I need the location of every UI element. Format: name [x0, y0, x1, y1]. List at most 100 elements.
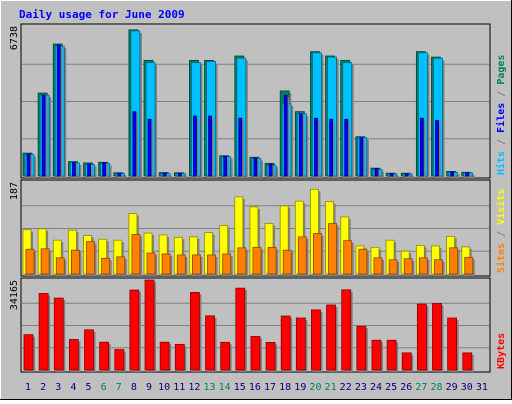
bar-kbytes — [250, 336, 262, 372]
bar-files — [26, 153, 32, 178]
bar-kbytes — [53, 297, 66, 372]
bar-kbytes — [356, 325, 368, 372]
bar-kbytes — [447, 317, 459, 372]
bar-files — [147, 118, 154, 178]
bar-sites — [282, 249, 294, 276]
bar-kbytes — [220, 341, 232, 372]
bar-files — [283, 94, 290, 178]
bar-kbytes — [371, 339, 383, 372]
x-tick-label: 11 — [173, 382, 185, 393]
bar-kbytes — [144, 279, 157, 372]
bar-kbytes — [23, 334, 35, 372]
bar-sites — [418, 257, 430, 276]
bar-files — [359, 137, 365, 178]
bar-sites — [192, 254, 203, 276]
bar-sites — [161, 253, 173, 276]
bar-sites — [237, 247, 248, 276]
bar-sites — [131, 234, 142, 276]
bar-files — [102, 162, 108, 178]
bar-kbytes — [84, 329, 96, 372]
bar-sites — [388, 259, 400, 276]
x-tick-label: 24 — [370, 382, 382, 393]
bar-files — [329, 118, 335, 178]
bar-files — [162, 172, 169, 178]
x-tick-label: 26 — [400, 382, 412, 393]
x-tick-label: 17 — [264, 382, 276, 393]
bar-kbytes — [159, 341, 172, 372]
bar-files — [56, 44, 63, 179]
x-tick-label: 4 — [70, 382, 76, 393]
x-tick-label: 27 — [415, 382, 427, 393]
panel-hits-files-pages: 6738 Hits / Files / Pages — [9, 23, 507, 179]
bar-kbytes — [99, 341, 111, 372]
bar-kbytes — [341, 289, 353, 372]
bar-kbytes — [311, 309, 323, 372]
bar-sites — [25, 248, 36, 276]
bar-files — [223, 155, 229, 178]
bar-files — [450, 171, 456, 178]
x-tick-label: 20 — [309, 382, 321, 393]
legend-entry: / — [496, 225, 507, 243]
bar-sites — [176, 254, 188, 276]
legend-entry: / — [496, 85, 507, 103]
legend-entry: Hits — [495, 151, 507, 175]
bar-sites — [313, 233, 324, 276]
bar-kbytes — [38, 293, 51, 372]
x-tick-label: 19 — [294, 382, 306, 393]
bar-files — [435, 119, 441, 178]
bar-sites — [373, 257, 384, 276]
bar-files — [177, 172, 184, 178]
x-tick-label: 10 — [158, 382, 170, 393]
bar-sites — [146, 252, 158, 276]
y-max-label: 34165 — [9, 280, 20, 310]
bar-kbytes — [205, 315, 217, 372]
bar-sites — [101, 257, 112, 276]
panel-visits-sites: 187 Sites / Visits — [9, 179, 507, 277]
x-tick-label: 3 — [55, 382, 61, 393]
legend-entry: / — [496, 133, 507, 151]
x-tick-label: 8 — [131, 382, 137, 393]
bar-sites — [449, 247, 460, 276]
bar-kbytes — [401, 352, 414, 372]
legend-entry: Visits — [495, 189, 507, 225]
legend-entry: KBytes — [496, 333, 507, 369]
x-tick-label: 15 — [234, 382, 246, 393]
bar-sites — [403, 258, 415, 276]
bar-files — [344, 118, 350, 178]
bar-sites — [267, 246, 279, 276]
bar-files — [404, 173, 411, 178]
x-tick-label: 14 — [219, 382, 231, 393]
legend-entry: Sites — [495, 243, 507, 273]
bar-sites — [297, 236, 309, 276]
x-tick-label: 22 — [340, 382, 352, 393]
bar-sites — [358, 248, 369, 276]
bar-kbytes — [386, 339, 399, 372]
bar-sites — [116, 256, 127, 276]
bar-kbytes — [68, 339, 81, 372]
legend-entry: Pages — [496, 55, 507, 85]
bar-sites — [86, 241, 97, 276]
bar-sites — [70, 249, 82, 276]
bar-files — [41, 94, 48, 178]
bar-kbytes — [432, 303, 444, 372]
bar-files — [419, 117, 426, 178]
legend: Hits / Files / Pages — [495, 55, 507, 175]
legend: KBytes — [496, 333, 507, 369]
bar-files — [465, 172, 471, 178]
x-tick-label: 30 — [461, 382, 473, 393]
chart-title: Daily usage for June 2009 — [19, 8, 185, 21]
bar-files — [298, 113, 305, 178]
x-tick-label: 18 — [279, 382, 291, 393]
bar-files — [208, 115, 214, 178]
bar-kbytes — [295, 317, 308, 372]
x-tick-label: 1 — [25, 382, 31, 393]
bar-files — [389, 173, 396, 178]
bar-sites — [207, 254, 218, 276]
x-tick-label: 28 — [430, 382, 442, 393]
bar-kbytes — [416, 303, 429, 372]
legend: Sites / Visits — [495, 189, 507, 273]
bar-sites — [222, 253, 233, 276]
bar-files — [238, 117, 244, 178]
